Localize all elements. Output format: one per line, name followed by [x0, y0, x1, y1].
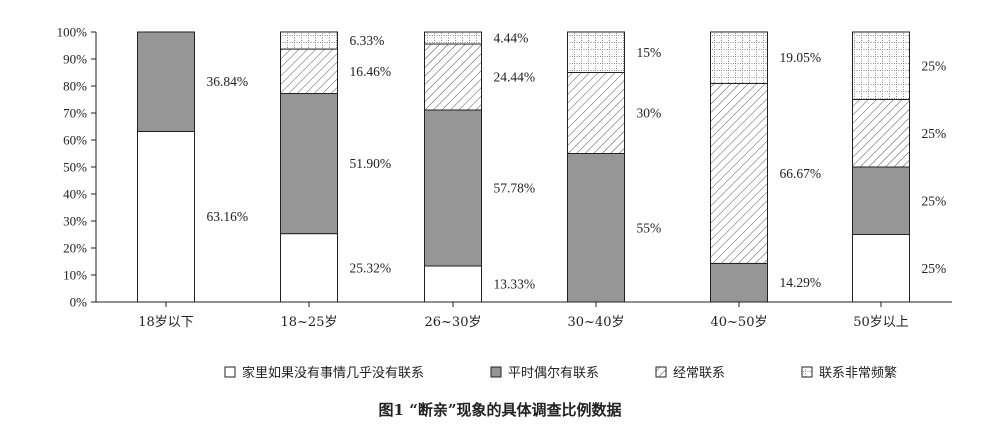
bar-segment [424, 109, 482, 267]
bar-segment [852, 99, 910, 168]
y-tick-label: 70% [63, 106, 87, 121]
data-label: 15% [637, 45, 662, 60]
bar-segment [280, 31, 338, 50]
legend-label: 经常联系 [673, 366, 725, 381]
data-label: 25.32% [350, 260, 392, 275]
legend-swatch [655, 366, 667, 378]
data-label: 16.46% [350, 64, 392, 79]
data-label: 25% [922, 193, 947, 208]
legend-label: 联系非常频繁 [819, 365, 897, 381]
bar-segment [567, 72, 625, 154]
bar-segment [424, 43, 482, 111]
data-label: 25% [922, 58, 947, 73]
bar-segment [137, 31, 195, 132]
y-tick-label: 40% [63, 187, 87, 202]
bar-segment [710, 31, 768, 84]
x-tick-label: 18岁以下 [138, 315, 194, 330]
bar-segment [137, 130, 195, 303]
bars [137, 31, 910, 303]
value-labels: 63.16% 36.84% 25.32% 51.90% 16.46% 6.33% 13.33… [207, 31, 947, 292]
data-label: 63.16% [207, 209, 249, 224]
data-label: 55% [637, 220, 662, 235]
data-label: 25% [922, 126, 947, 141]
data-label: 25% [922, 261, 947, 276]
x-tick-label: 18~25岁 [281, 315, 338, 330]
legend-swatch [490, 366, 502, 378]
bar-segment [852, 31, 910, 100]
y-tick-label: 0% [70, 295, 88, 310]
legend-swatch [224, 366, 236, 378]
bar-segment [424, 31, 482, 45]
y-tick-label: 30% [63, 214, 87, 229]
x-tick-label: 26~30岁 [425, 315, 482, 330]
bar-segment [710, 82, 768, 264]
y-tick-label: 90% [63, 52, 87, 67]
figure-caption: 图1 “断亲”现象的具体调查比例数据 [379, 401, 622, 419]
y-tick-label: 50% [63, 160, 87, 175]
x-tick-label: 40~50岁 [711, 315, 768, 330]
y-tick-label: 10% [63, 268, 87, 283]
data-label: 13.33% [494, 277, 536, 292]
data-label: 30% [637, 106, 662, 121]
bar-segment [710, 262, 768, 303]
x-tick-label: 30~40岁 [568, 315, 625, 330]
data-label: 6.33% [350, 33, 385, 48]
data-label: 57.78% [494, 181, 536, 196]
bar-segment [280, 48, 338, 95]
legend: 家里如果没有事情几乎没有联系 平时偶尔有联系 经常联系 联系非常频繁 [224, 365, 897, 381]
bar-segment [280, 93, 338, 235]
legend-label: 家里如果没有事情几乎没有联系 [242, 365, 424, 381]
bar-segment [567, 31, 625, 73]
legend-swatch [801, 366, 813, 378]
axes: 0% 10% 20% 30% 40% 50% 60% 70% 80% 90% 100% 18岁以下 18… [57, 25, 952, 330]
y-tick-label: 60% [63, 133, 87, 148]
data-label: 4.44% [494, 31, 529, 46]
data-label: 36.84% [207, 74, 249, 89]
y-tick-label: 80% [63, 79, 87, 94]
data-label: 19.05% [780, 50, 822, 65]
bar-segment [424, 265, 482, 303]
data-label: 66.67% [780, 166, 822, 181]
y-tick-label: 20% [63, 241, 87, 256]
data-label: 24.44% [494, 70, 536, 85]
bar-segment [280, 233, 338, 303]
data-label: 51.90% [350, 156, 392, 171]
legend-label: 平时偶尔有联系 [508, 366, 599, 381]
bar-segment [852, 234, 910, 303]
bar-segment [852, 166, 910, 235]
y-tick-label: 100% [57, 25, 88, 40]
x-tick-label: 50岁以上 [853, 315, 909, 330]
bar-segment [567, 153, 625, 303]
data-label: 14.29% [780, 275, 822, 290]
